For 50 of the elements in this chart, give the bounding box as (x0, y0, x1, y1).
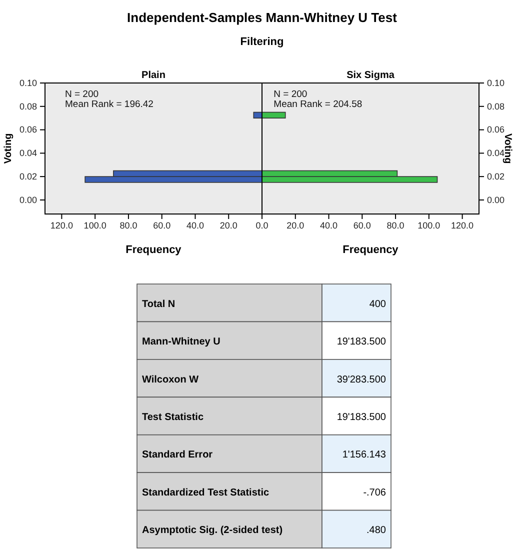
x-tick-label: 0.0 (256, 220, 268, 230)
y-tick-label: 0.00 (19, 194, 37, 205)
y-tick-label: 0.06 (19, 124, 37, 135)
text: 400 (369, 298, 386, 310)
y-tick-label: 0.10 (487, 78, 505, 88)
category-label: Wilcoxon W (142, 374, 200, 386)
category-label: Test Statistic (142, 412, 204, 423)
category-label: Asymptotic Sig. (2-sided test) (142, 525, 283, 536)
category-label: Standard Error (142, 450, 213, 461)
y-tick-label: 0.02 (487, 171, 505, 182)
x-tick-label: 40.0 (186, 220, 204, 230)
text: -.706 (363, 487, 386, 498)
text: .480 (366, 525, 386, 536)
category-label: Mann-Whitney U (142, 336, 220, 348)
text: Six Sigma (346, 70, 395, 81)
x-tick-label: 20.0 (286, 220, 304, 230)
annotation: Mean Rank = 204.58 (274, 99, 362, 110)
y-tick-label: 0.04 (487, 148, 505, 158)
x-axis-title: Frequency (342, 244, 400, 256)
x-tick-label: 40.0 (320, 220, 338, 230)
x-tick-label: 100.0 (418, 220, 440, 230)
y-tick-label: 0.04 (19, 148, 37, 158)
y-axis-title: Voting (3, 133, 14, 164)
chart-subtitle: Filtering (240, 36, 284, 48)
x-tick-label: 120.0 (50, 220, 73, 230)
y-tick-label: 0.02 (19, 171, 37, 182)
y-tick-label: 0.08 (487, 101, 505, 112)
category-label: Standardized Test Statistic (142, 487, 270, 498)
x-tick-label: 80.0 (386, 220, 404, 230)
x-tick-label: 20.0 (220, 220, 238, 230)
annotation: N = 200 (65, 89, 99, 100)
text: 19'183.500 (336, 336, 386, 348)
annotation: Mean Rank = 196.42 (65, 99, 154, 110)
x-tick-label: 100.0 (84, 220, 106, 230)
text: Plain (142, 70, 166, 81)
y-tick-label: 0.00 (487, 194, 505, 205)
text: 19'183.500 (336, 412, 386, 423)
x-axis-title: Frequency (126, 244, 182, 256)
x-tick-label: 60.0 (353, 220, 371, 230)
y-tick-label: 0.06 (487, 124, 505, 135)
annotation: N = 200 (274, 89, 308, 100)
text: 39'283.500 (336, 374, 386, 386)
x-tick-label: 60.0 (153, 220, 171, 230)
y-tick-label: 0.10 (19, 78, 37, 88)
y-tick-label: 0.08 (19, 101, 37, 112)
text: 1'156.143 (342, 450, 386, 461)
x-tick-label: 80.0 (120, 220, 138, 230)
category-label: Total N (142, 298, 176, 310)
chart-title: Independent-Samples Mann-Whitney U Test (127, 10, 398, 25)
x-tick-label: 120.0 (451, 220, 474, 230)
